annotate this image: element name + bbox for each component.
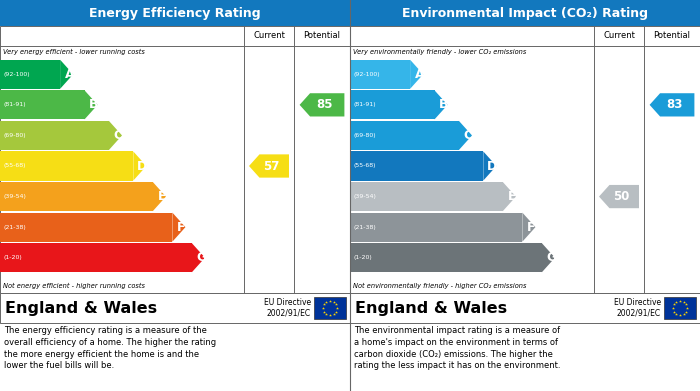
Bar (0, 293, 350, 323)
Polygon shape (483, 151, 496, 181)
Text: F: F (527, 221, 536, 234)
Polygon shape (599, 185, 639, 208)
Text: C: C (463, 129, 473, 142)
Text: Not environmentally friendly - higher CO₂ emissions: Not environmentally friendly - higher CO… (353, 283, 526, 289)
Text: (92-100): (92-100) (3, 72, 29, 77)
Polygon shape (410, 60, 424, 89)
Text: Potential: Potential (304, 32, 340, 41)
Text: 83: 83 (666, 99, 682, 111)
Text: Energy Efficiency Rating: Energy Efficiency Rating (89, 7, 261, 20)
Text: E: E (508, 190, 516, 203)
Polygon shape (459, 121, 472, 150)
Bar (0, 151, 133, 181)
Bar (350, 26, 700, 293)
Text: (21-38): (21-38) (3, 225, 26, 230)
Polygon shape (650, 93, 694, 117)
Bar (350, 121, 459, 150)
Bar (0, 243, 192, 272)
Bar (0, 0, 350, 26)
Bar (314, 297, 346, 319)
Text: (1-20): (1-20) (3, 255, 22, 260)
Text: (55-68): (55-68) (3, 163, 25, 169)
Text: D: D (137, 160, 148, 172)
Polygon shape (109, 121, 122, 150)
Bar (350, 243, 542, 272)
Bar (0, 26, 350, 293)
Polygon shape (522, 213, 536, 242)
Text: G: G (196, 251, 206, 264)
Bar (0, 213, 172, 242)
Polygon shape (133, 151, 146, 181)
Text: 57: 57 (263, 160, 279, 172)
Text: E: E (158, 190, 166, 203)
Bar (0, 182, 153, 211)
Text: (69-80): (69-80) (353, 133, 376, 138)
Text: B: B (439, 99, 449, 111)
Polygon shape (153, 182, 166, 211)
Bar (350, 0, 700, 26)
Polygon shape (172, 213, 186, 242)
Bar (350, 293, 700, 323)
Text: The environmental impact rating is a measure of
a home's impact on the environme: The environmental impact rating is a mea… (354, 326, 561, 370)
Polygon shape (300, 93, 344, 117)
Text: C: C (113, 129, 122, 142)
Text: F: F (177, 221, 186, 234)
Text: Very energy efficient - lower running costs: Very energy efficient - lower running co… (3, 49, 145, 55)
Bar (350, 60, 410, 89)
Text: Environmental Impact (CO₂) Rating: Environmental Impact (CO₂) Rating (402, 7, 648, 20)
Text: A: A (414, 68, 424, 81)
Bar (0, 60, 60, 89)
Bar (350, 90, 435, 119)
Text: The energy efficiency rating is a measure of the
overall efficiency of a home. T: The energy efficiency rating is a measur… (4, 326, 216, 370)
Bar (0, 121, 109, 150)
Text: England & Wales: England & Wales (355, 301, 507, 316)
Text: Current: Current (253, 32, 285, 41)
Bar (664, 297, 696, 319)
Text: EU Directive
2002/91/EC: EU Directive 2002/91/EC (264, 298, 311, 318)
Text: Not energy efficient - higher running costs: Not energy efficient - higher running co… (3, 283, 145, 289)
Polygon shape (542, 243, 555, 272)
Text: England & Wales: England & Wales (5, 301, 157, 316)
Text: (1-20): (1-20) (353, 255, 372, 260)
Polygon shape (435, 90, 447, 119)
Polygon shape (249, 154, 289, 178)
Polygon shape (60, 60, 74, 89)
Text: (39-54): (39-54) (3, 194, 26, 199)
Bar (350, 182, 503, 211)
Text: 50: 50 (613, 190, 629, 203)
Polygon shape (192, 243, 205, 272)
Polygon shape (503, 182, 516, 211)
Text: (55-68): (55-68) (353, 163, 375, 169)
Text: (69-80): (69-80) (3, 133, 26, 138)
Text: (81-91): (81-91) (353, 102, 376, 108)
Text: (81-91): (81-91) (3, 102, 26, 108)
Text: Current: Current (603, 32, 635, 41)
Text: (21-38): (21-38) (353, 225, 376, 230)
Text: EU Directive
2002/91/EC: EU Directive 2002/91/EC (614, 298, 661, 318)
Text: (92-100): (92-100) (353, 72, 379, 77)
Bar (0, 90, 85, 119)
Bar (350, 151, 483, 181)
Text: B: B (89, 99, 99, 111)
Bar (350, 213, 522, 242)
Text: (39-54): (39-54) (353, 194, 376, 199)
Polygon shape (85, 90, 97, 119)
Text: Very environmentally friendly - lower CO₂ emissions: Very environmentally friendly - lower CO… (353, 49, 526, 55)
Text: Potential: Potential (654, 32, 690, 41)
Text: A: A (64, 68, 74, 81)
Text: 85: 85 (316, 99, 332, 111)
Text: D: D (487, 160, 498, 172)
Text: G: G (546, 251, 556, 264)
